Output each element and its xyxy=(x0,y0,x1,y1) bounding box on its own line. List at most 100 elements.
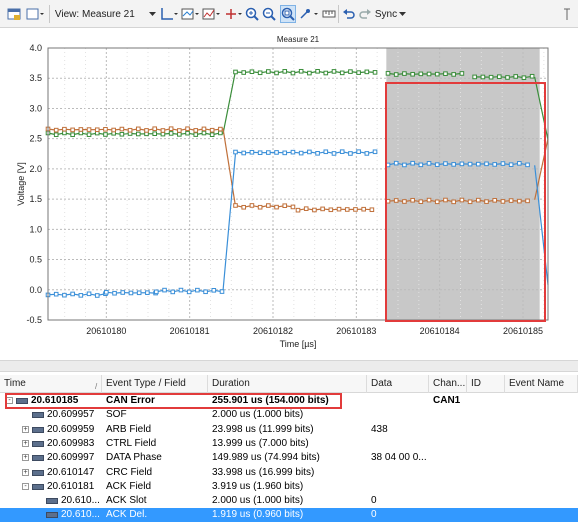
col-event-name[interactable]: Event Name xyxy=(505,375,578,393)
series-point xyxy=(356,149,361,154)
series-point xyxy=(331,69,337,74)
series-point xyxy=(152,131,158,136)
series-point xyxy=(303,206,309,211)
series-point xyxy=(120,290,126,295)
series-point xyxy=(209,127,215,133)
layout-icon[interactable] xyxy=(25,5,45,23)
frame-icon xyxy=(32,412,44,419)
col-duration[interactable]: Duration xyxy=(208,375,367,393)
series-point xyxy=(529,73,535,79)
table-row[interactable]: 20.610... ACK Del. 1.919 us (0.960 bits) 0 xyxy=(0,508,578,522)
cell-type: ARB Field xyxy=(106,423,152,435)
zoom-area-icon[interactable] xyxy=(201,5,221,23)
table-row[interactable]: +20.610147 CRC Field 33.998 us (16.999 bit… xyxy=(0,466,578,480)
series-point xyxy=(385,198,391,204)
series-point xyxy=(385,71,391,76)
col-event-type[interactable]: Event Type / Field xyxy=(102,375,208,393)
x-tick-label: 20610184 xyxy=(420,326,460,336)
series-point xyxy=(70,127,75,133)
measure-icon[interactable] xyxy=(299,5,319,23)
x-tick-label: 20610181 xyxy=(170,326,210,336)
chevron-down-icon[interactable] xyxy=(148,5,156,23)
view-select[interactable]: Measure 21 xyxy=(82,8,135,20)
table-row[interactable]: - 20.610185 CAN Error 255.901 us (154.000 b… xyxy=(0,394,578,408)
expand-icon[interactable]: + xyxy=(22,439,29,447)
series-point xyxy=(307,149,312,155)
series-point xyxy=(70,132,75,138)
col-time[interactable]: Time xyxy=(0,375,102,393)
series-point xyxy=(257,204,263,210)
ruler-icon[interactable] xyxy=(321,5,337,23)
col-channel[interactable]: Chan... xyxy=(429,375,467,393)
zoom-in-icon[interactable] xyxy=(245,5,259,23)
x-axis-label: Time [µs] xyxy=(280,339,317,349)
table-row[interactable]: +20.609959 ARB Field 23.998 us (11.999 bit… xyxy=(0,423,578,437)
series-point xyxy=(193,128,199,133)
series-point xyxy=(426,161,432,166)
expand-icon[interactable]: + xyxy=(22,454,29,462)
zoom-fit-icon[interactable] xyxy=(280,5,296,23)
series-point xyxy=(434,199,440,205)
cell-type: CTRL Field xyxy=(106,437,157,449)
series-point xyxy=(282,69,288,74)
col-id[interactable]: ID xyxy=(467,375,505,393)
series-point xyxy=(364,151,370,156)
signal-plot[interactable]: -0.5 0.0 0.5 1.0 1.5 2.0 2.5 3.0 3.5 4.0 20610180 2… xyxy=(0,29,578,359)
frame-icon xyxy=(16,398,28,404)
undo-icon[interactable] xyxy=(342,5,356,23)
axis-icon[interactable] xyxy=(159,5,179,23)
table-row[interactable]: - 20.610181 ACK Field 3.919 us (1.960 bits) xyxy=(0,480,578,494)
series-point xyxy=(144,128,149,133)
cursor-icon[interactable] xyxy=(223,5,243,23)
redo-icon[interactable] xyxy=(358,5,372,23)
series-point xyxy=(274,70,279,76)
series-point xyxy=(78,293,84,298)
table-row[interactable]: +20.609997 DATA Phase 149.989 us (74.994 b… xyxy=(0,451,578,465)
series-point xyxy=(53,291,59,297)
series-point xyxy=(402,71,407,76)
sync-chevron-down-icon[interactable] xyxy=(398,5,406,23)
sync-button[interactable]: Sync xyxy=(374,8,398,20)
series-point xyxy=(328,207,334,213)
y-tick-label: 0.0 xyxy=(29,285,42,295)
pin-icon[interactable] xyxy=(560,5,574,23)
series-point xyxy=(364,69,370,75)
series-point xyxy=(241,204,247,210)
splitter[interactable] xyxy=(0,360,578,372)
series-point xyxy=(443,71,448,76)
collapse-icon[interactable]: - xyxy=(6,397,13,404)
series-point xyxy=(385,162,391,168)
expand-icon[interactable]: + xyxy=(22,425,29,433)
cell-data: 438 xyxy=(371,423,388,435)
collapse-icon[interactable]: - xyxy=(22,482,29,490)
series-point xyxy=(320,206,325,212)
cell-duration: 1.919 us (0.960 bits) xyxy=(212,509,304,521)
series-point xyxy=(257,70,263,76)
series-point xyxy=(312,207,317,213)
series-point xyxy=(119,126,125,132)
series-point xyxy=(186,289,192,295)
series-point xyxy=(410,160,415,166)
frame-icon xyxy=(46,512,58,519)
table-row[interactable]: 20.609957 SOF 2.000 us (1.000 bits) xyxy=(0,408,578,422)
col-data[interactable]: Data xyxy=(367,375,429,393)
series-point xyxy=(177,128,182,133)
zoom-out-icon[interactable] xyxy=(262,5,276,23)
scale-icon[interactable] xyxy=(180,5,200,23)
series-point xyxy=(154,289,159,295)
table-row[interactable]: 20.610... ACK Slot 2.000 us (1.000 bits) 0 xyxy=(0,494,578,508)
series-point xyxy=(361,206,366,212)
expand-icon[interactable]: + xyxy=(22,468,29,476)
window-icon[interactable] xyxy=(6,5,22,23)
series-point xyxy=(185,126,190,132)
series-point xyxy=(451,199,456,205)
frame-icon xyxy=(32,455,44,462)
x-tick-label: 20610180 xyxy=(86,326,126,336)
table-row[interactable]: +20.609983 CTRL Field 13.999 us (7.000 bit… xyxy=(0,437,578,451)
series-point xyxy=(331,151,337,156)
series-point xyxy=(136,290,142,296)
series-point xyxy=(128,290,134,296)
plot-frame xyxy=(47,47,549,321)
series-point xyxy=(467,199,473,205)
series-point xyxy=(219,289,225,294)
